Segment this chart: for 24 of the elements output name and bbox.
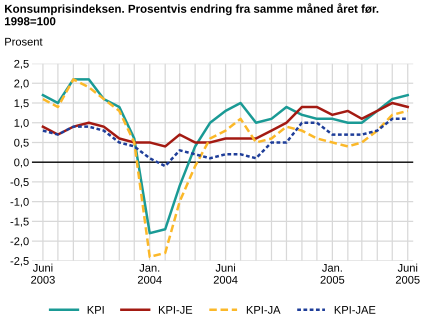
y-tick-label: 0,0 xyxy=(14,158,29,168)
line-series xyxy=(42,118,409,168)
y-tick-label: 1,0 xyxy=(14,119,29,128)
y-tick-label: -2,5 xyxy=(10,257,29,266)
y-tick-label: 2,5 xyxy=(14,60,29,70)
y-tick-label: -0,5 xyxy=(10,178,29,188)
y-tick-label: -1,0 xyxy=(10,198,29,208)
y-tick-label: 0,5 xyxy=(14,138,29,148)
x-tick-label: Juni 2003 xyxy=(31,264,55,284)
y-tick-label: -1,5 xyxy=(10,218,29,227)
legend-label: KPI xyxy=(88,306,104,314)
x-tick-label: Jan. 2004 xyxy=(138,264,162,284)
line-series xyxy=(42,102,409,148)
legend-label: KPI-JA xyxy=(246,306,281,314)
y-tick-label: 2,0 xyxy=(14,80,29,89)
legend-label: KPI-JAE xyxy=(334,306,376,314)
legend-label: KPI-JE xyxy=(158,306,192,314)
y-axis-title: Prosent xyxy=(5,38,42,46)
x-tick-label: Juni 2005 xyxy=(396,264,420,284)
y-tick-label: -2,0 xyxy=(10,237,29,247)
y-tick-label: 1,5 xyxy=(14,99,29,108)
chart-title: Konsumprisindeksen. Prosentvis endring fra samme måned året før. 1998=100 xyxy=(4,3,378,26)
x-tick-label: Juni 2004 xyxy=(214,264,238,284)
x-tick-label: Jan. 2005 xyxy=(320,264,344,284)
